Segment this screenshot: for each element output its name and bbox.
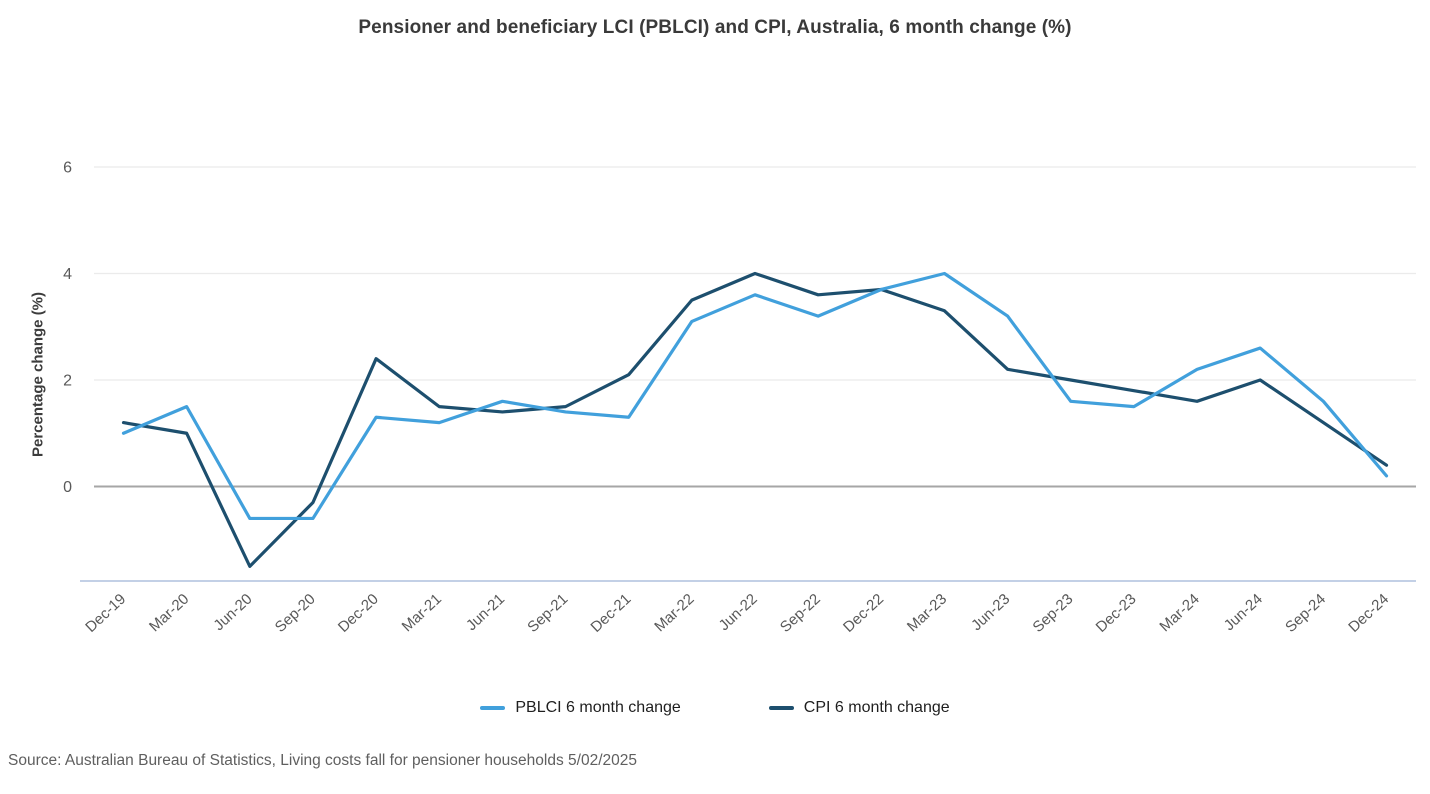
cpi-line — [121, 271, 1389, 568]
legend: PBLCI 6 month change CPI 6 month change — [0, 699, 1430, 717]
legend-item-pblci: PBLCI 6 month change — [480, 699, 681, 717]
x-tick-label-Mar-20: Mar-20 — [146, 590, 192, 635]
source-note: Source: Australian Bureau of Statistics,… — [8, 752, 637, 769]
x-tick-label-Jun-22: Jun-22 — [716, 590, 761, 634]
chart-title: Pensioner and beneficiary LCI (PBLCI) an… — [358, 17, 1072, 38]
x-tick-label-Sep-22: Sep-22 — [777, 590, 824, 635]
legend-label-pblci: PBLCI 6 month change — [515, 699, 681, 716]
x-tick-label-Dec-23: Dec-23 — [1093, 590, 1140, 635]
pblci-line — [121, 271, 1389, 521]
x-tick-label-Jun-24: Jun-24 — [1221, 590, 1266, 634]
x-tick-label-Mar-23: Mar-23 — [904, 590, 950, 635]
x-tick-label-Dec-21: Dec-21 — [587, 590, 634, 635]
x-tick-label-Mar-24: Mar-24 — [1156, 590, 1202, 635]
x-tick-label-Sep-24: Sep-24 — [1282, 590, 1329, 635]
x-tick-label-Mar-22: Mar-22 — [651, 590, 697, 635]
x-tick-label-Sep-20: Sep-20 — [272, 590, 319, 635]
legend-item-cpi: CPI 6 month change — [768, 699, 950, 717]
x-tick-label-Jun-21: Jun-21 — [463, 590, 508, 634]
x-tick-label-Sep-21: Sep-21 — [524, 590, 571, 635]
x-tick-label-Mar-21: Mar-21 — [399, 590, 445, 635]
pblci-line-swatch-icon — [480, 706, 506, 710]
x-tick-label-Sep-23: Sep-23 — [1030, 590, 1077, 635]
y-tick-label-2: 2 — [63, 373, 72, 390]
x-tick-label-Dec-24: Dec-24 — [1345, 590, 1392, 635]
x-tick-label-Dec-20: Dec-20 — [335, 590, 382, 635]
x-tick-label-Dec-19: Dec-19 — [82, 590, 129, 635]
x-tick-label-Jun-20: Jun-20 — [210, 590, 255, 634]
x-tick-label-Dec-22: Dec-22 — [840, 590, 887, 635]
y-tick-label-0: 0 — [63, 479, 72, 496]
y-tick-label-6: 6 — [63, 160, 72, 177]
x-tick-label-Jun-23: Jun-23 — [968, 590, 1013, 634]
legend-label-cpi: CPI 6 month change — [803, 699, 950, 716]
cpi-line-swatch-icon — [768, 706, 794, 710]
y-tick-label-4: 4 — [63, 266, 72, 283]
